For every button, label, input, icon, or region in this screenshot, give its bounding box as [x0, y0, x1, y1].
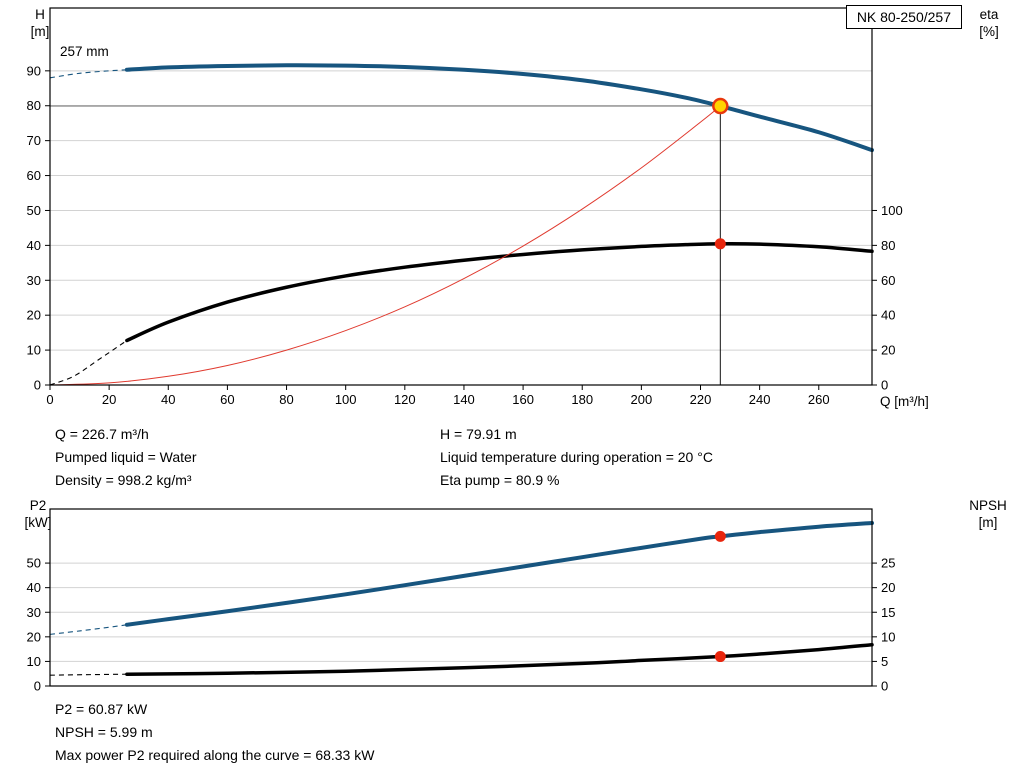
tick-label: 140 [453, 392, 475, 407]
duty-flow-text: Q = 226.7 m³/h [55, 426, 149, 442]
tick-label: 40 [27, 238, 41, 253]
efficiency-curve [125, 241, 874, 343]
tick-label: 60 [220, 392, 234, 407]
tick-label: 80 [279, 392, 293, 407]
tick-label: 5 [881, 654, 888, 669]
efficiency-curve-extrapolated [49, 340, 128, 386]
tick-label: 20 [27, 308, 41, 323]
duty-info-left: Q = 226.7 m³/h Pumped liquid = Water Den… [55, 423, 197, 492]
tick-label: 200 [631, 392, 653, 407]
tick-label: 0 [34, 378, 41, 393]
npsh-axis-quantity: NPSH [969, 498, 1007, 513]
eta-pump-text: Eta pump = 80.9 % [440, 472, 560, 488]
duty-eta-point [714, 238, 726, 250]
impeller-diameter-label: 257 mm [60, 44, 109, 59]
duty-head-text: H = 79.91 m [440, 426, 517, 442]
tick-label: 70 [27, 133, 41, 148]
max-power-text: Max power P2 required along the curve = … [55, 747, 375, 763]
tick-label: 40 [161, 392, 175, 407]
duty-info-right: H = 79.91 m Liquid temperature during op… [440, 423, 713, 492]
p2-npsh-chart: 0 10 20 30 40 50 0 5 10 15 20 25 [27, 508, 895, 694]
tick-label: 0 [881, 378, 888, 393]
duty-point [712, 97, 729, 115]
tick-label: 80 [27, 98, 41, 113]
tick-label: 20 [881, 580, 895, 595]
tick-label: 20 [881, 343, 895, 358]
tick-label: 260 [808, 392, 830, 407]
density-text: Density = 998.2 kg/m³ [55, 472, 192, 488]
tick-label: 90 [27, 63, 41, 78]
tick-label: 120 [394, 392, 416, 407]
pumped-liquid-text: Pumped liquid = Water [55, 449, 197, 465]
tick-label: 60 [27, 168, 41, 183]
tick-label: 60 [881, 273, 895, 288]
plot-frame [49, 7, 873, 386]
p2-result-text: P2 = 60.87 kW [55, 701, 148, 717]
tick-label: 160 [512, 392, 534, 407]
tick-label: 0 [46, 392, 53, 407]
tick-label: 15 [881, 605, 895, 620]
tick-label: 20 [102, 392, 116, 407]
system-curve [49, 105, 721, 386]
tick-label: 0 [881, 679, 888, 694]
power-curve [124, 521, 874, 627]
tick-label: 180 [571, 392, 593, 407]
tick-label: 240 [749, 392, 771, 407]
left-axis-quantity: H [35, 7, 45, 22]
tick-label: 10 [27, 343, 41, 358]
p2-axis-unit: [kW] [24, 515, 52, 530]
duty-npsh-point [714, 651, 726, 663]
left-axis-title-p2: P2 [kW] [14, 497, 62, 531]
result-info: P2 = 60.87 kW NPSH = 5.99 m Max power P2… [55, 698, 374, 767]
head-curve-extrapolated [49, 69, 127, 79]
tick-label: 40 [27, 580, 41, 595]
tick-label: 10 [881, 629, 895, 644]
tick-label: 80 [881, 238, 895, 253]
head-curve [124, 63, 874, 153]
pump-model-box: NK 80-250/257 [845, 5, 962, 29]
tick-label: 30 [27, 273, 41, 288]
npsh-curve [125, 642, 874, 676]
right-axis-quantity: eta [979, 7, 999, 22]
tick-label: 220 [690, 392, 712, 407]
right-axis-unit: [%] [979, 24, 999, 39]
left-axis-unit: [m] [30, 24, 50, 39]
p2-axis-quantity: P2 [29, 498, 47, 513]
power-curve-extrapolated [49, 624, 127, 635]
tick-label: 40 [881, 308, 895, 323]
tick-label: 25 [881, 556, 895, 571]
npsh-curve-extrapolated [49, 673, 127, 676]
tick-label: 50 [27, 203, 41, 218]
tick-label: 0 [34, 679, 41, 694]
right-axis-title-eta: eta [%] [966, 6, 1012, 40]
tick-label: 20 [27, 629, 41, 644]
tick-label: 100 [335, 392, 357, 407]
duty-p2-point [714, 530, 726, 542]
left-axis-title-h: H [m] [20, 6, 60, 40]
tick-label: 10 [27, 654, 41, 669]
npsh-result-text: NPSH = 5.99 m [55, 724, 153, 740]
tick-label: 30 [27, 605, 41, 620]
plot-frame [49, 508, 873, 687]
tick-label: 100 [881, 203, 903, 218]
liquid-temperature-text: Liquid temperature during operation = 20… [440, 449, 713, 465]
qh-eta-chart: 0 20 40 60 80 100 120 140 160 180 200 220 240 2600102… [27, 7, 903, 407]
npsh-axis-unit: [m] [978, 515, 998, 530]
x-axis-title: Q [m³/h] [880, 394, 929, 409]
tick-label: 50 [27, 556, 41, 571]
right-axis-title-npsh: NPSH [m] [960, 497, 1016, 531]
